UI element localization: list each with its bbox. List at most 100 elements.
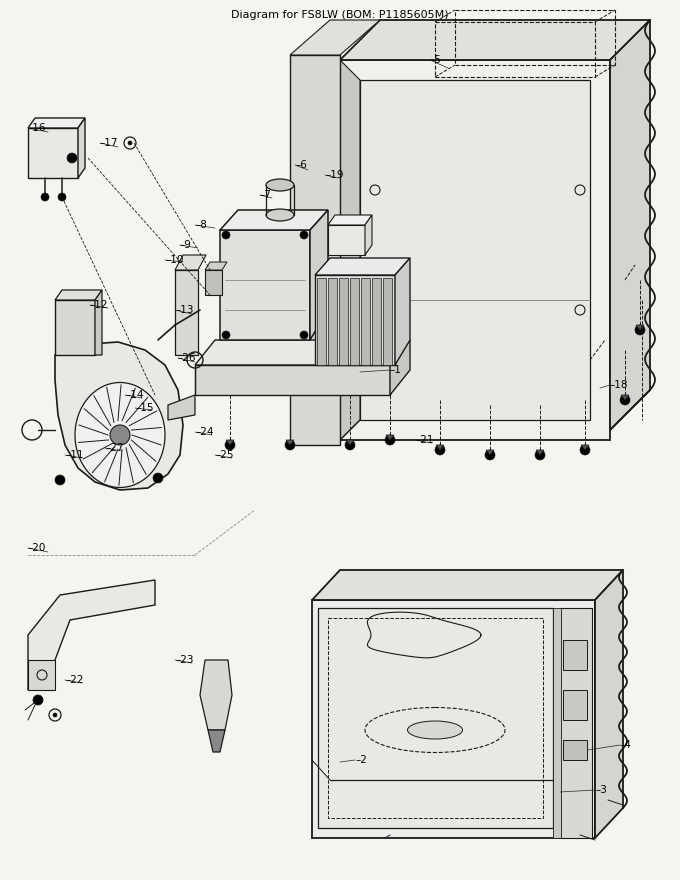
- Circle shape: [153, 473, 163, 483]
- Polygon shape: [536, 450, 544, 455]
- Ellipse shape: [266, 179, 294, 191]
- Text: –4: –4: [620, 740, 632, 750]
- Circle shape: [128, 141, 132, 145]
- Text: –9: –9: [180, 240, 192, 250]
- Polygon shape: [386, 435, 394, 440]
- Polygon shape: [317, 278, 326, 365]
- Circle shape: [222, 331, 230, 339]
- Text: –1: –1: [390, 365, 402, 375]
- Polygon shape: [315, 258, 410, 275]
- Circle shape: [485, 450, 495, 460]
- Polygon shape: [340, 60, 610, 440]
- Bar: [328, 618, 543, 818]
- Polygon shape: [621, 395, 629, 400]
- Polygon shape: [55, 290, 102, 300]
- Circle shape: [635, 325, 645, 335]
- Bar: [455, 10, 615, 65]
- Polygon shape: [220, 210, 328, 230]
- Bar: [563, 690, 587, 720]
- Polygon shape: [339, 278, 348, 365]
- Text: –5: –5: [430, 55, 442, 65]
- Circle shape: [345, 440, 355, 450]
- Circle shape: [222, 231, 230, 239]
- Polygon shape: [340, 60, 360, 440]
- Bar: [563, 640, 587, 670]
- Circle shape: [285, 440, 295, 450]
- Polygon shape: [175, 255, 206, 270]
- Polygon shape: [208, 730, 225, 752]
- Text: –19: –19: [325, 170, 343, 180]
- Polygon shape: [346, 440, 354, 445]
- Polygon shape: [595, 570, 623, 838]
- Text: –17: –17: [100, 138, 118, 148]
- Text: –15: –15: [135, 403, 154, 413]
- Ellipse shape: [75, 383, 165, 488]
- Circle shape: [55, 475, 65, 485]
- Text: –8: –8: [195, 220, 207, 230]
- Text: –20: –20: [28, 543, 46, 553]
- Bar: [318, 608, 553, 828]
- Polygon shape: [395, 258, 410, 365]
- Text: –13: –13: [175, 305, 194, 315]
- Polygon shape: [205, 270, 222, 295]
- Polygon shape: [28, 660, 55, 690]
- Text: –25: –25: [215, 450, 233, 460]
- Polygon shape: [372, 278, 381, 365]
- Polygon shape: [205, 262, 227, 270]
- Polygon shape: [28, 580, 155, 690]
- Polygon shape: [95, 290, 102, 355]
- Polygon shape: [636, 325, 644, 330]
- Polygon shape: [365, 215, 372, 255]
- Polygon shape: [361, 278, 370, 365]
- Circle shape: [580, 445, 590, 455]
- Polygon shape: [168, 395, 195, 420]
- Text: –16: –16: [28, 123, 46, 133]
- Polygon shape: [312, 570, 623, 600]
- Text: –21: –21: [415, 435, 434, 445]
- Polygon shape: [486, 450, 494, 455]
- Polygon shape: [367, 612, 481, 658]
- Circle shape: [435, 445, 445, 455]
- Polygon shape: [175, 270, 198, 355]
- Circle shape: [58, 193, 66, 201]
- Circle shape: [385, 435, 395, 445]
- Polygon shape: [28, 128, 78, 178]
- Text: –14: –14: [125, 390, 143, 400]
- Text: –7: –7: [260, 190, 272, 200]
- Bar: [435, 22, 595, 77]
- Circle shape: [53, 713, 57, 717]
- Polygon shape: [312, 600, 595, 838]
- Polygon shape: [315, 275, 395, 365]
- Text: –18: –18: [610, 380, 628, 390]
- Circle shape: [67, 153, 77, 163]
- Circle shape: [300, 231, 308, 239]
- Polygon shape: [220, 230, 310, 340]
- Polygon shape: [390, 340, 410, 395]
- Circle shape: [110, 425, 130, 445]
- Polygon shape: [383, 278, 392, 365]
- Polygon shape: [328, 225, 365, 255]
- Ellipse shape: [266, 209, 294, 221]
- Text: –27: –27: [105, 443, 124, 453]
- Polygon shape: [200, 660, 232, 730]
- Polygon shape: [290, 55, 340, 445]
- Bar: [553, 608, 561, 838]
- Circle shape: [225, 440, 235, 450]
- Polygon shape: [350, 278, 359, 365]
- Text: –3: –3: [595, 785, 607, 795]
- Polygon shape: [328, 215, 372, 225]
- Text: –26: –26: [178, 353, 197, 363]
- Text: –12: –12: [90, 300, 109, 310]
- Circle shape: [33, 695, 43, 705]
- Polygon shape: [328, 278, 337, 365]
- Polygon shape: [290, 20, 380, 55]
- Polygon shape: [581, 445, 589, 450]
- Text: Diagram for FS8LW (BOM: P1185605M): Diagram for FS8LW (BOM: P1185605M): [231, 10, 449, 20]
- Polygon shape: [195, 340, 410, 365]
- Polygon shape: [55, 342, 183, 490]
- Polygon shape: [195, 365, 390, 395]
- Text: –11: –11: [65, 450, 84, 460]
- Circle shape: [300, 331, 308, 339]
- Polygon shape: [310, 210, 328, 340]
- Polygon shape: [226, 440, 234, 445]
